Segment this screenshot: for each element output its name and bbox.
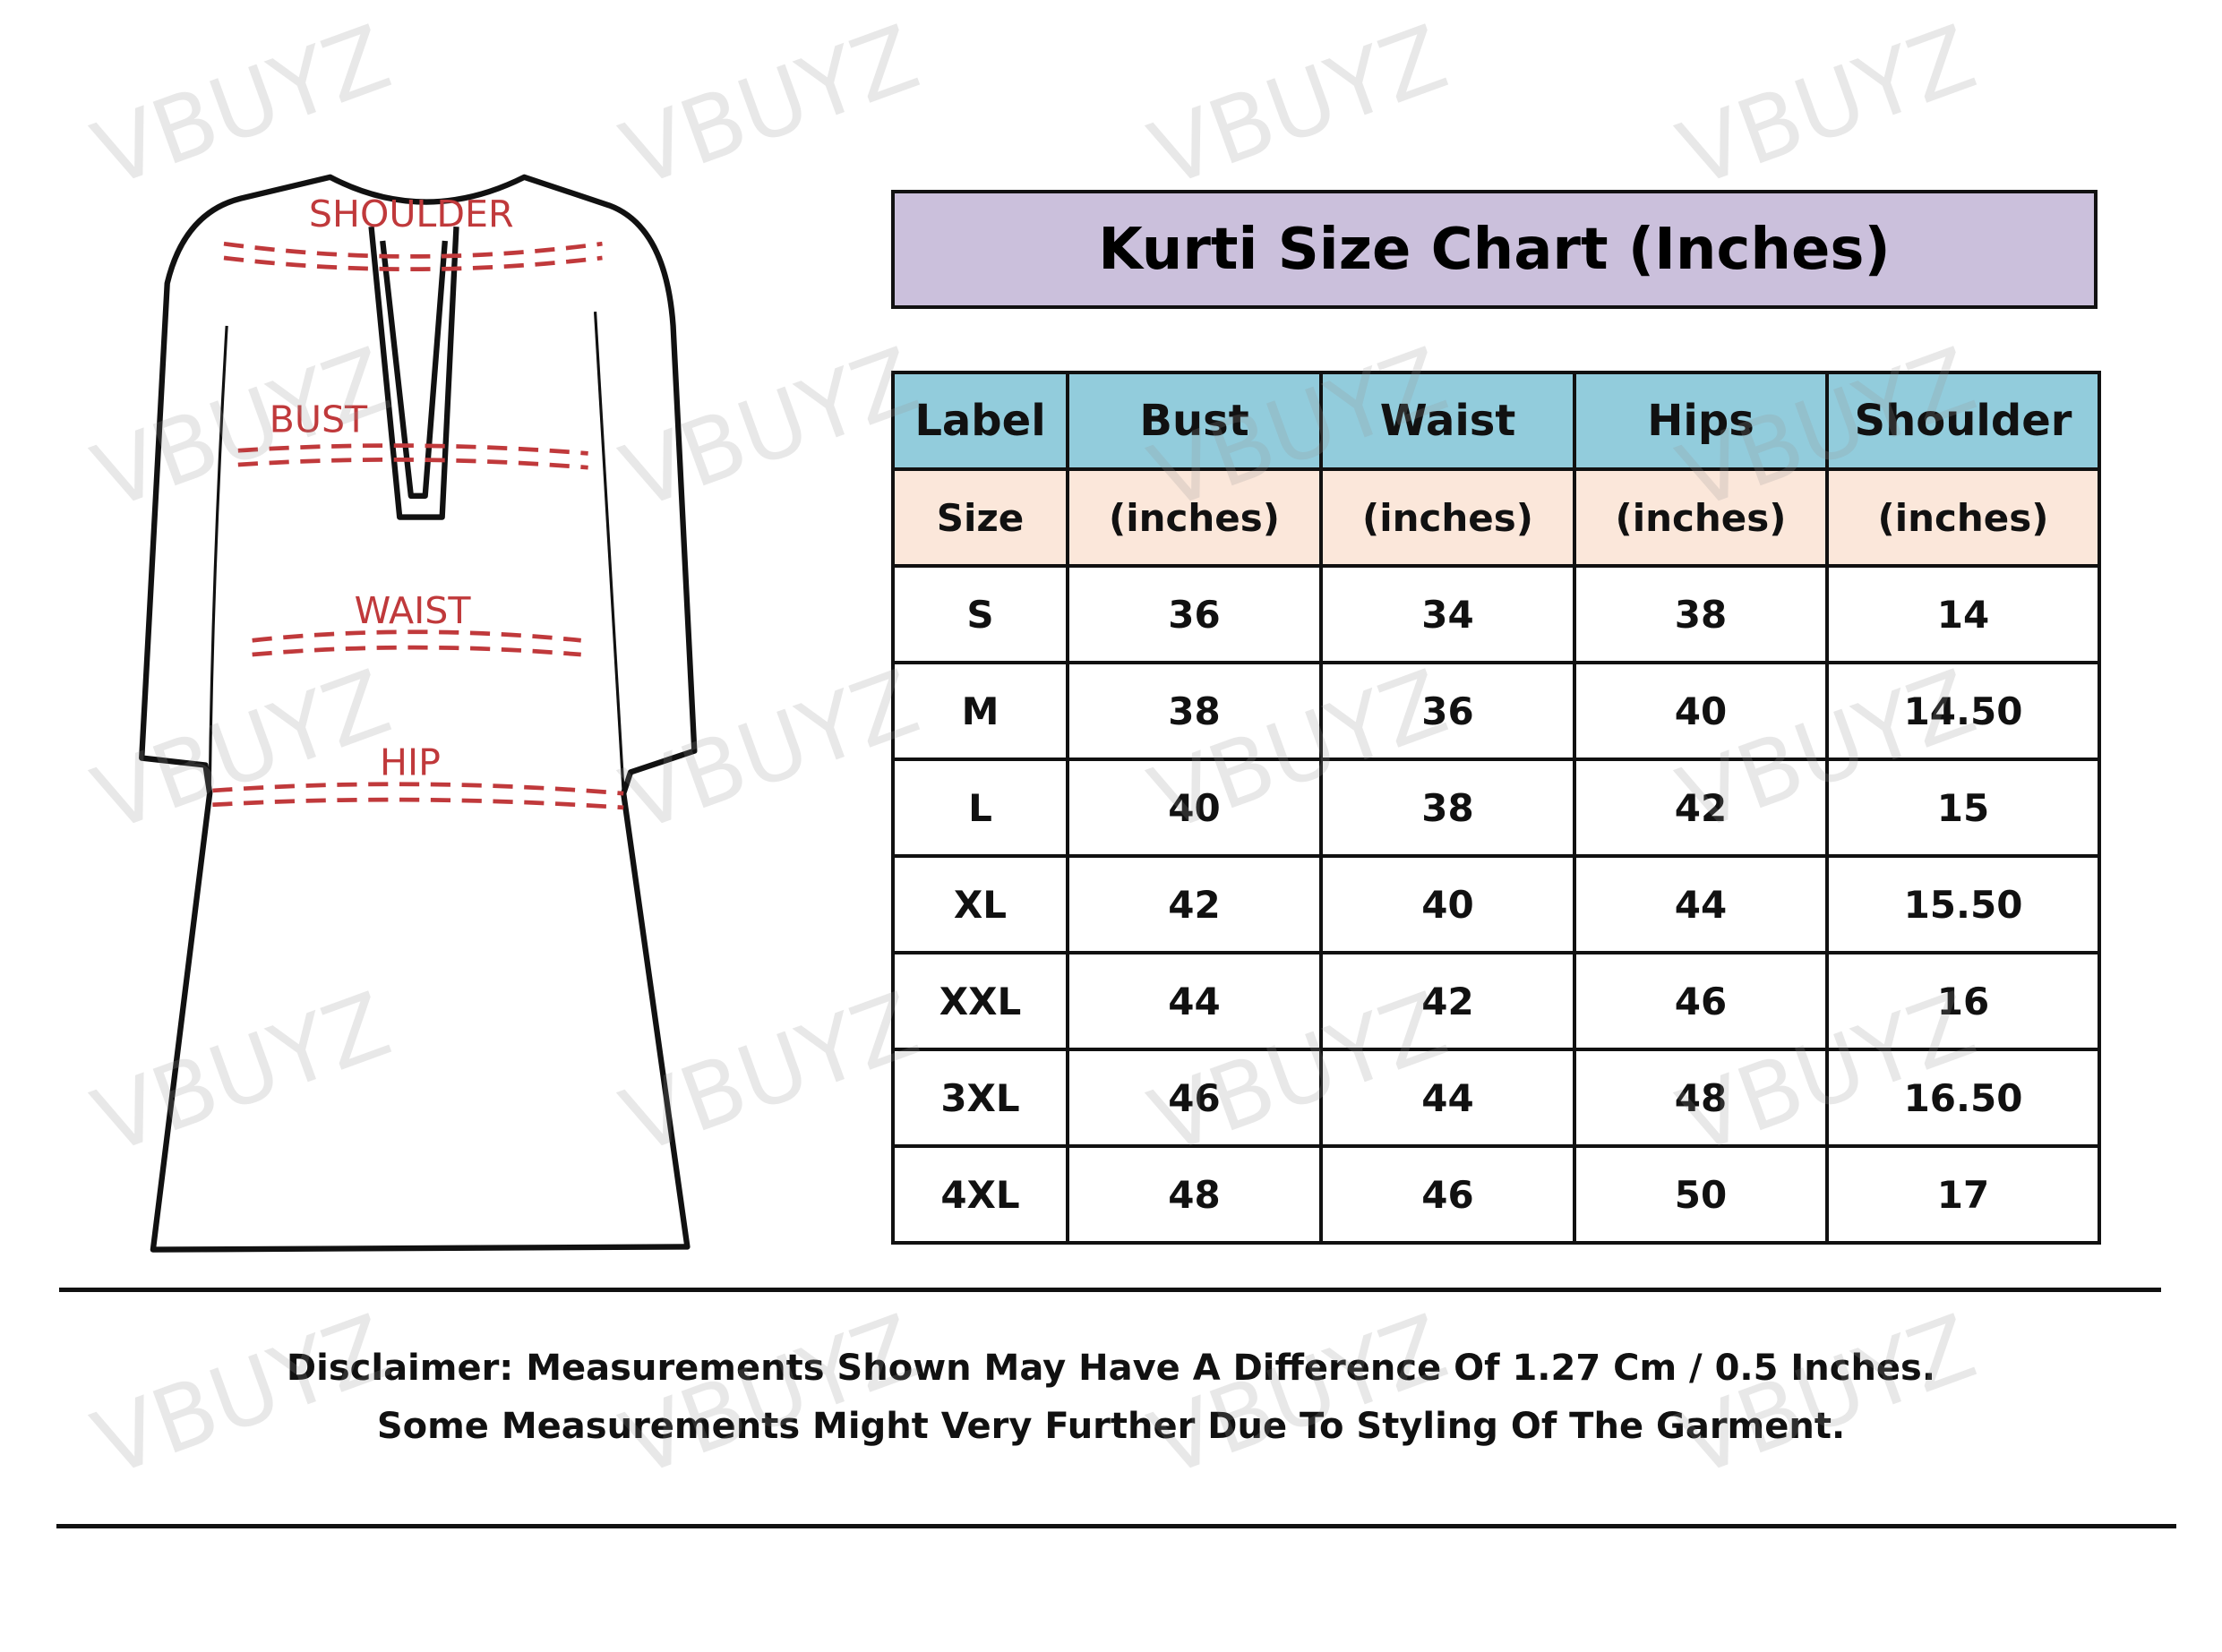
header-shoulder: Shoulder (1825, 371, 2101, 471)
table-row: M 38 36 40 14.50 (891, 661, 2101, 761)
shoulder-cell: 17 (1825, 1144, 2101, 1245)
header-hips: Hips (1573, 371, 1829, 471)
hips-cell: 50 (1573, 1144, 1829, 1245)
shoulder-cell: 16 (1825, 951, 2101, 1051)
bust-cell: 36 (1066, 564, 1323, 664)
table-row: XXL 44 42 46 16 (891, 951, 2101, 1051)
bust-cell: 38 (1066, 661, 1323, 761)
table-row: 4XL 48 46 50 17 (891, 1144, 2101, 1245)
bottom-divider (56, 1524, 2176, 1528)
table-row: 3XL 46 44 48 16.50 (891, 1048, 2101, 1148)
size-cell: XL (891, 854, 1069, 954)
waist-cell: 36 (1319, 661, 1576, 761)
shoulder-cell: 15.50 (1825, 854, 2101, 954)
bust-label: BUST (270, 398, 368, 441)
hips-cell: 38 (1573, 564, 1829, 664)
bust-cell: 46 (1066, 1048, 1323, 1148)
shoulder-cell: 14 (1825, 564, 2101, 664)
size-cell: L (891, 758, 1069, 858)
chart-title: Kurti Size Chart (Inches) (1098, 216, 1891, 283)
size-table: Label Bust Waist Hips Shoulder Size (inc… (891, 371, 2101, 1245)
waist-cell: 34 (1319, 564, 1576, 664)
header-row: Label Bust Waist Hips Shoulder (891, 371, 2101, 471)
size-cell: XXL (891, 951, 1069, 1051)
size-cell: 4XL (891, 1144, 1069, 1245)
hips-cell: 40 (1573, 661, 1829, 761)
table-row: S 36 34 38 14 (891, 564, 2101, 664)
shoulder-label: SHOULDER (309, 193, 514, 235)
header-bust: Bust (1066, 371, 1323, 471)
bust-cell: 48 (1066, 1144, 1323, 1245)
measurement-lines (212, 241, 624, 810)
size-cell: S (891, 564, 1069, 664)
waist-cell: 38 (1319, 758, 1576, 858)
waist-cell: 44 (1319, 1048, 1576, 1148)
hips-cell: 48 (1573, 1048, 1829, 1148)
shoulder-cell: 14.50 (1825, 661, 2101, 761)
subheader-size: Size (891, 467, 1069, 568)
hip-label: HIP (380, 741, 441, 784)
subheader-unit: (inches) (1319, 467, 1576, 568)
shoulder-cell: 15 (1825, 758, 2101, 858)
chart-title-box: Kurti Size Chart (Inches) (891, 190, 2098, 309)
hips-cell: 44 (1573, 854, 1829, 954)
bust-cell: 44 (1066, 951, 1323, 1051)
hips-cell: 42 (1573, 758, 1829, 858)
size-cell: 3XL (891, 1048, 1069, 1148)
subheader-unit: (inches) (1825, 467, 2101, 568)
bust-cell: 42 (1066, 854, 1323, 954)
header-waist: Waist (1319, 371, 1576, 471)
disclaimer-line-1: Disclaimer: Measurements Shown May Have … (286, 1348, 1936, 1389)
table-row: XL 42 40 44 15.50 (891, 854, 2101, 954)
disclaimer-line-2: Some Measurements Might Very Further Due… (376, 1406, 1846, 1447)
subheader-unit: (inches) (1573, 467, 1829, 568)
bust-cell: 40 (1066, 758, 1323, 858)
subheader-row: Size (inches) (inches) (inches) (inches) (891, 467, 2101, 568)
waist-cell: 40 (1319, 854, 1576, 954)
waist-cell: 42 (1319, 951, 1576, 1051)
hips-cell: 46 (1573, 951, 1829, 1051)
top-divider (59, 1288, 2161, 1292)
kurti-outline (139, 174, 698, 1253)
subheader-unit: (inches) (1066, 467, 1323, 568)
header-label: Label (891, 371, 1069, 471)
waist-label: WAIST (355, 589, 472, 632)
size-cell: M (891, 661, 1069, 761)
shoulder-cell: 16.50 (1825, 1048, 2101, 1148)
table-row: L 40 38 42 15 (891, 758, 2101, 858)
waist-cell: 46 (1319, 1144, 1576, 1245)
